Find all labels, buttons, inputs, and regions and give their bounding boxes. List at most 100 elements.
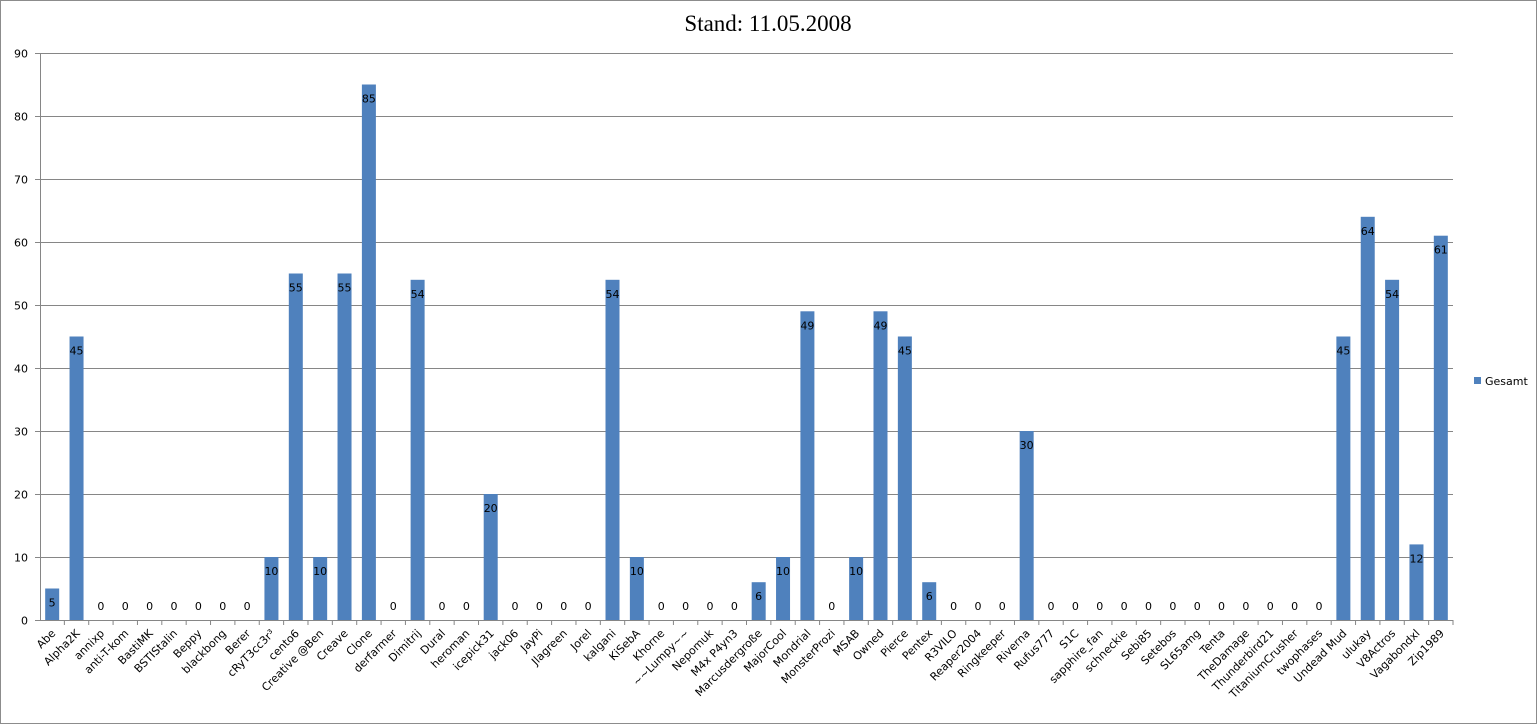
y-tick-label: 80: [14, 111, 28, 124]
data-label: 0: [560, 600, 567, 613]
data-label: 0: [170, 600, 177, 613]
bar: [776, 557, 791, 620]
bar: [337, 273, 352, 620]
bar: [751, 582, 766, 620]
data-label: 10: [264, 565, 278, 578]
bar: [288, 273, 303, 620]
data-label: 12: [1409, 552, 1423, 565]
data-label: 0: [122, 600, 129, 613]
bars: [45, 84, 1448, 621]
data-label: 0: [1218, 600, 1225, 613]
bar: [45, 588, 60, 620]
y-tick-label: 90: [14, 48, 28, 61]
data-label: 45: [70, 345, 84, 358]
bar: [1409, 544, 1424, 620]
y-tick-label: 60: [14, 237, 28, 250]
data-label: 0: [195, 600, 202, 613]
data-label: 0: [438, 600, 445, 613]
data-label: 0: [219, 600, 226, 613]
data-label: 5: [49, 597, 56, 610]
y-tick-label: 50: [14, 300, 28, 313]
y-tick-label: 0: [21, 615, 28, 628]
data-label: 0: [706, 600, 713, 613]
data-label: 54: [411, 288, 425, 301]
y-tick-label: 70: [14, 174, 28, 187]
data-label: 49: [800, 319, 814, 332]
data-label: 0: [828, 600, 835, 613]
data-label: 0: [146, 600, 153, 613]
data-label: 0: [1194, 600, 1201, 613]
data-label: 0: [512, 600, 519, 613]
bar: [922, 582, 937, 620]
data-label: 30: [1020, 439, 1034, 452]
bar: [264, 557, 279, 620]
bar: [1433, 235, 1448, 620]
bar: [897, 336, 912, 620]
data-label: 0: [1242, 600, 1249, 613]
legend: Gesamt: [1474, 375, 1528, 388]
data-label: 0: [1316, 600, 1323, 613]
data-label: 64: [1361, 225, 1375, 238]
data-label: 6: [755, 590, 762, 603]
y-tick-label: 30: [14, 426, 28, 439]
legend-swatch: [1474, 377, 1481, 384]
data-label: 0: [999, 600, 1006, 613]
data-label: 0: [585, 600, 592, 613]
data-label: 0: [1267, 600, 1274, 613]
gridlines: [40, 53, 1453, 558]
data-label: 0: [463, 600, 470, 613]
bar: [1019, 431, 1034, 620]
data-label: 45: [898, 345, 912, 358]
data-label: 10: [776, 565, 790, 578]
bar: [69, 336, 84, 620]
data-label: 0: [1096, 600, 1103, 613]
data-label: 0: [731, 600, 738, 613]
data-label: 10: [630, 565, 644, 578]
y-tick-label: 20: [14, 489, 28, 502]
y-tick-label: 10: [14, 552, 28, 565]
bar: [1336, 336, 1351, 620]
data-label: 20: [484, 502, 498, 515]
data-label: 0: [97, 600, 104, 613]
data-label: 0: [950, 600, 957, 613]
data-label: 0: [390, 600, 397, 613]
data-label: 0: [536, 600, 543, 613]
data-label: 0: [1145, 600, 1152, 613]
data-label: 49: [873, 319, 887, 332]
data-label: 85: [362, 93, 376, 106]
data-label: 0: [1169, 600, 1176, 613]
data-label: 0: [658, 600, 665, 613]
bar: [629, 557, 644, 620]
category-labels: AbeAlpha2Kannixpanti-T-komBastiMKBSTISta…: [34, 626, 1447, 701]
bar: [1385, 279, 1400, 620]
bar: [849, 557, 864, 620]
chart-title: Stand: 11.05.2008: [684, 11, 851, 36]
y-tick-label: 40: [14, 363, 28, 376]
data-label: 10: [313, 565, 327, 578]
data-label: 45: [1336, 345, 1350, 358]
data-label: 0: [1048, 600, 1055, 613]
bar: [1360, 216, 1375, 621]
bar: [483, 494, 498, 620]
data-label: 54: [606, 288, 620, 301]
data-label: 0: [682, 600, 689, 613]
data-label: 55: [338, 282, 352, 295]
data-label: 61: [1434, 244, 1448, 257]
bar: [873, 311, 888, 620]
bar: [313, 557, 328, 620]
bar: [361, 84, 376, 620]
legend-label: Gesamt: [1485, 375, 1528, 388]
data-label: 54: [1385, 288, 1399, 301]
data-label: 0: [244, 600, 251, 613]
bar: [410, 279, 425, 620]
data-label: 6: [926, 590, 933, 603]
data-label: 0: [974, 600, 981, 613]
data-label: 0: [1072, 600, 1079, 613]
data-label: 55: [289, 282, 303, 295]
data-label: 10: [849, 565, 863, 578]
bar: [605, 279, 620, 620]
